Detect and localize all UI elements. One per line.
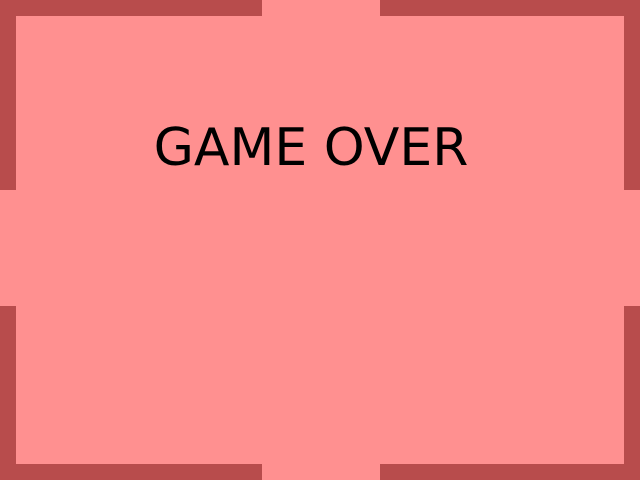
wall-bottom-right: [380, 464, 640, 480]
game-over-message: GAME OVER: [153, 118, 469, 178]
wall-top-right: [380, 0, 640, 16]
wall-left-bottom: [0, 306, 16, 480]
wall-top-left: [0, 0, 262, 16]
wall-right-top: [624, 0, 640, 190]
wall-left-top: [0, 0, 16, 190]
wall-right-bottom: [624, 306, 640, 480]
wall-bottom-left: [0, 464, 262, 480]
